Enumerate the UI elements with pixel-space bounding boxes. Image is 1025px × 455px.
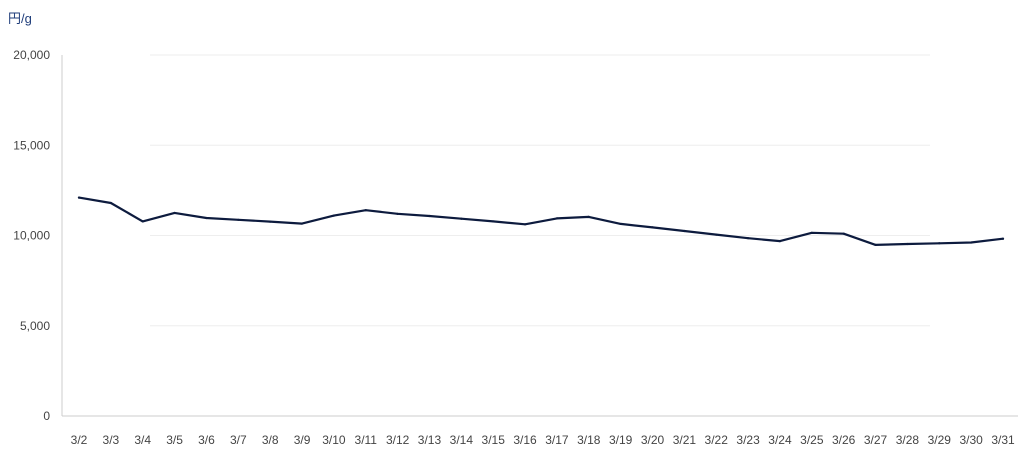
data-point	[587, 215, 590, 219]
data-point	[141, 220, 144, 223]
x-tick-label: 3/27	[864, 433, 888, 447]
data-point	[555, 217, 559, 220]
axes	[61, 55, 1018, 417]
x-tick-label: 3/19	[609, 433, 633, 447]
x-tick-label: 3/10	[322, 433, 346, 447]
data-point	[715, 233, 718, 236]
gridlines	[150, 54, 930, 327]
x-tick-label: 3/28	[896, 433, 920, 447]
data-point	[428, 214, 431, 218]
x-tick-labels: 3/2 3/3 3/4 3/5 3/6 3/7 3/8 3/9 3/10 3/11 3/12 3/13…	[71, 433, 1015, 447]
data-point	[619, 222, 622, 226]
x-tick-label: 3/5	[166, 433, 183, 447]
data-point	[651, 226, 654, 229]
x-tick-label: 3/7	[230, 433, 247, 447]
y-tick-label: 15,000	[13, 138, 50, 152]
x-tick-label: 3/16	[513, 433, 537, 447]
series	[77, 196, 1005, 246]
data-point	[778, 239, 782, 243]
y-tick-label: 10,000	[13, 229, 50, 243]
data-point	[460, 217, 463, 220]
data-point	[109, 201, 112, 205]
x-tick-label: 3/15	[482, 433, 506, 447]
x-tick-label: 3/9	[294, 433, 311, 447]
data-point	[269, 220, 272, 223]
y-axis-unit-label: 円/g	[8, 11, 32, 26]
data-point	[205, 216, 208, 220]
y-tick-labels: 0 5,000 10,000 15,000 20,000	[13, 48, 50, 423]
data-point	[492, 220, 495, 223]
data-point	[970, 241, 973, 244]
x-tick-label: 3/14	[450, 433, 474, 447]
x-tick-label: 3/17	[545, 433, 569, 447]
y-tick-label: 5,000	[20, 319, 50, 333]
x-tick-label: 3/24	[768, 433, 792, 447]
x-tick-label: 3/11	[355, 433, 378, 447]
x-tick-label: 3/8	[262, 433, 279, 447]
x-tick-label: 3/18	[577, 433, 601, 447]
data-point	[842, 232, 845, 235]
x-tick-label: 3/26	[832, 433, 856, 447]
data-point	[300, 222, 304, 225]
y-tick-label: 0	[43, 409, 50, 423]
x-tick-label: 3/20	[641, 433, 665, 447]
x-tick-label: 3/21	[673, 433, 697, 447]
data-point	[1001, 237, 1005, 240]
x-tick-label: 3/13	[418, 433, 442, 447]
x-tick-label: 3/4	[134, 433, 151, 447]
data-point	[874, 243, 877, 246]
series-line	[77, 196, 1005, 246]
x-tick-label: 3/12	[386, 433, 410, 447]
data-point	[237, 218, 240, 221]
data-point	[810, 231, 813, 234]
x-tick-label: 3/22	[705, 433, 729, 447]
x-tick-label: 3/2	[71, 433, 88, 447]
data-point	[938, 242, 941, 245]
x-tick-label: 3/6	[198, 433, 215, 447]
x-tick-label: 3/31	[991, 433, 1015, 447]
data-point	[173, 211, 176, 215]
data-point	[77, 196, 81, 199]
x-tick-label: 3/3	[103, 433, 120, 447]
data-point	[396, 212, 399, 215]
x-tick-label: 3/25	[800, 433, 824, 447]
data-point	[364, 209, 367, 212]
data-point	[332, 214, 335, 217]
x-tick-label: 3/23	[736, 433, 760, 447]
data-point	[683, 229, 686, 233]
y-tick-label: 20,000	[13, 48, 50, 62]
data-point	[523, 223, 527, 226]
data-point	[906, 242, 909, 246]
data-point	[747, 237, 750, 240]
x-tick-label: 3/30	[959, 433, 983, 447]
x-tick-label: 3/29	[928, 433, 952, 447]
